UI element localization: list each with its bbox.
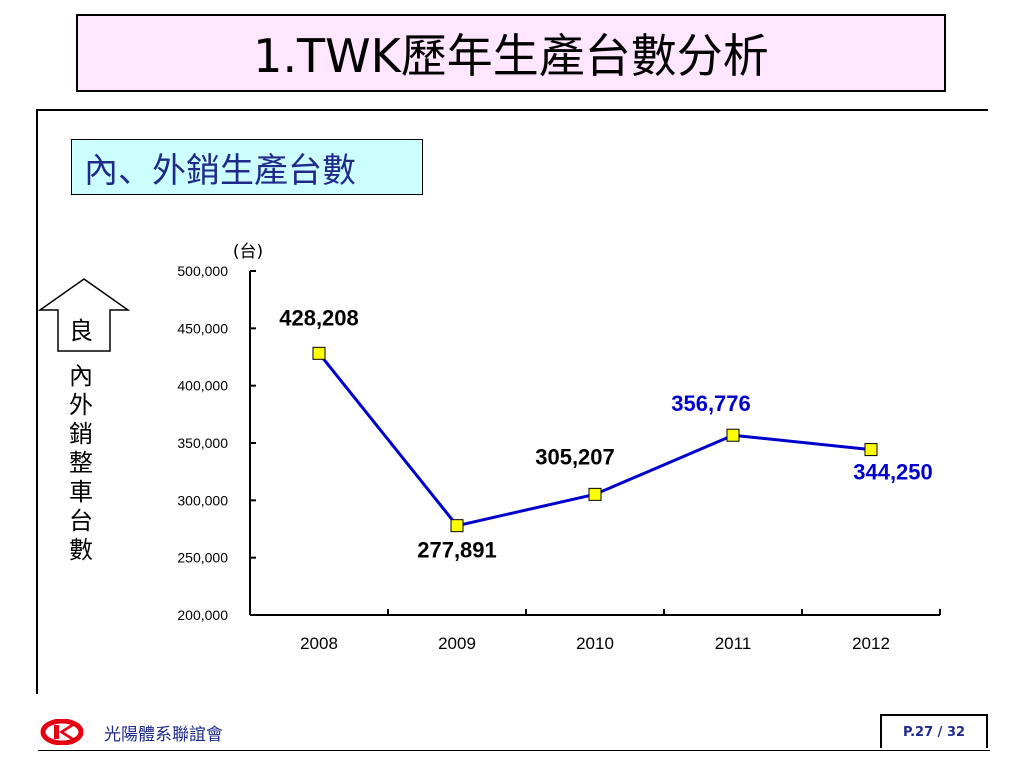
data-point-marker bbox=[726, 428, 740, 442]
data-point-marker bbox=[588, 487, 602, 501]
arrow-label: 良 bbox=[69, 317, 93, 345]
data-label: 344,250 bbox=[853, 460, 933, 485]
data-label: 356,776 bbox=[671, 391, 751, 416]
footer-org-name: 光陽體系聯誼會 bbox=[104, 725, 223, 745]
x-tick-label: 2008 bbox=[300, 634, 338, 653]
vertical-axis-caption: 內外銷整車台數 bbox=[69, 362, 93, 564]
x-tick-label: 2010 bbox=[576, 634, 614, 653]
data-point-marker bbox=[312, 346, 326, 360]
y-tick-label: 500,000 bbox=[177, 263, 228, 279]
page-number: P.27 / 32 bbox=[880, 714, 988, 748]
y-tick-label: 200,000 bbox=[177, 607, 228, 623]
data-label: 277,891 bbox=[417, 538, 497, 563]
chart-subtitle: 內、外銷生產台數 bbox=[71, 139, 423, 195]
x-tick-label: 2009 bbox=[438, 634, 476, 653]
frame-top-border bbox=[36, 109, 988, 111]
y-tick-label: 400,000 bbox=[177, 378, 228, 394]
y-tick-label: 300,000 bbox=[177, 492, 228, 508]
up-arrow-icon bbox=[38, 278, 130, 352]
y-tick-label: 250,000 bbox=[177, 550, 228, 566]
line-chart: 200,000 250,000 300,000 350,000 400,000 450,0… bbox=[177, 242, 941, 653]
data-point-marker bbox=[450, 519, 464, 533]
kymco-logo-icon bbox=[40, 719, 84, 745]
slide-title: 1.TWK歷年生產台數分析 bbox=[76, 14, 946, 92]
x-tick-label: 2012 bbox=[852, 634, 890, 653]
y-tick-label: 350,000 bbox=[177, 435, 228, 451]
footer-divider bbox=[38, 750, 990, 751]
data-label: 428,208 bbox=[279, 305, 359, 330]
x-tick-label: 2011 bbox=[715, 634, 752, 653]
data-label: 305,207 bbox=[535, 444, 615, 469]
y-unit-label: (台) bbox=[233, 242, 263, 262]
data-point-marker bbox=[864, 443, 878, 457]
frame-left-border bbox=[36, 109, 38, 694]
y-tick-label: 450,000 bbox=[177, 320, 228, 336]
